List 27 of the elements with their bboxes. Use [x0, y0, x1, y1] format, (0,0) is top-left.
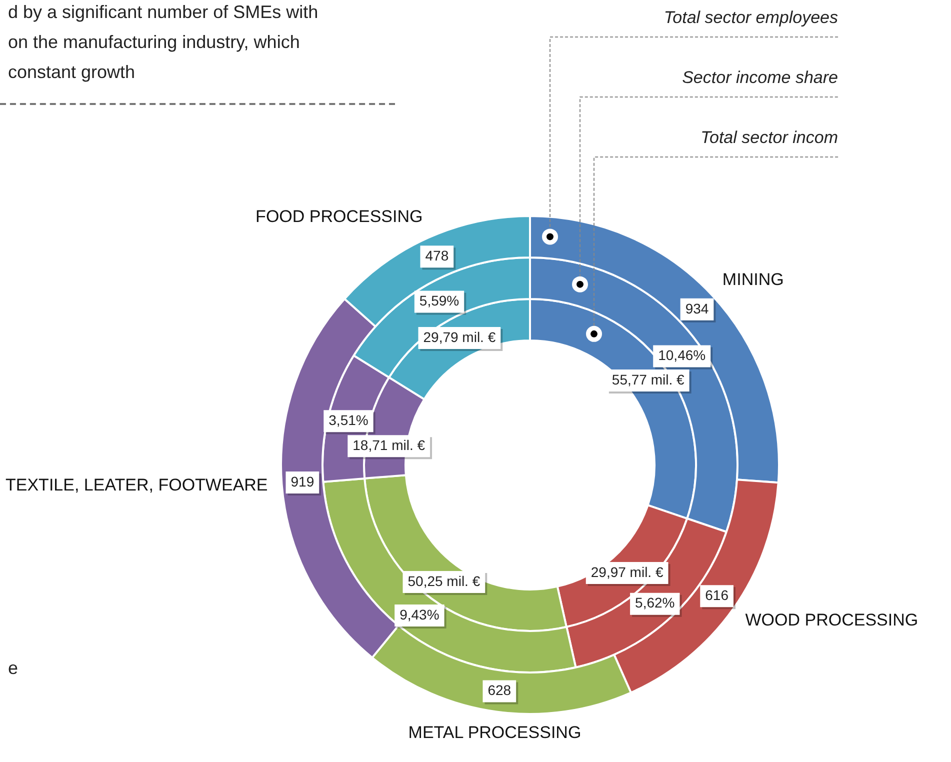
- text: on the manufacturing industry, which: [8, 32, 300, 53]
- data-label: 3,51%: [328, 412, 368, 428]
- data-label: 934: [685, 300, 709, 316]
- slice-label: FOOD PROCESSING: [256, 207, 423, 226]
- data-label: 29,79 mil. €: [423, 328, 496, 345]
- data-label: 18,71 mil. €: [352, 436, 426, 453]
- slice-label: Total sector employees: [664, 8, 838, 28]
- slice-label: TEXTILE, LEATER, FOOTWEARE: [5, 476, 268, 495]
- data-label: 478: [425, 247, 449, 264]
- slice-label: Sector income share: [682, 68, 838, 88]
- data-label: 5,62%: [635, 594, 675, 611]
- data-label: 29,97 mil. €: [590, 564, 664, 580]
- slice-label: WOOD PROCESSING: [745, 610, 918, 630]
- slice-label: Total sector incom: [700, 128, 838, 148]
- slice-label: METAL PROCESSING: [408, 723, 582, 742]
- data-label: 10,46%: [658, 347, 706, 364]
- data-label: 55,77 mil. €: [612, 371, 685, 388]
- text: constant growth: [8, 62, 136, 83]
- data-label: 616: [705, 587, 729, 603]
- text: e: [8, 658, 18, 679]
- data-label: 9,43%: [400, 606, 440, 622]
- data-label: 5,59%: [419, 292, 460, 309]
- text: d by a significant number of SMEs with: [8, 2, 318, 23]
- data-label: 50,25 mil. €: [408, 572, 480, 589]
- slice-label: MINING: [722, 270, 784, 289]
- data-label: 628: [488, 682, 512, 698]
- data-label: 919: [290, 473, 314, 490]
